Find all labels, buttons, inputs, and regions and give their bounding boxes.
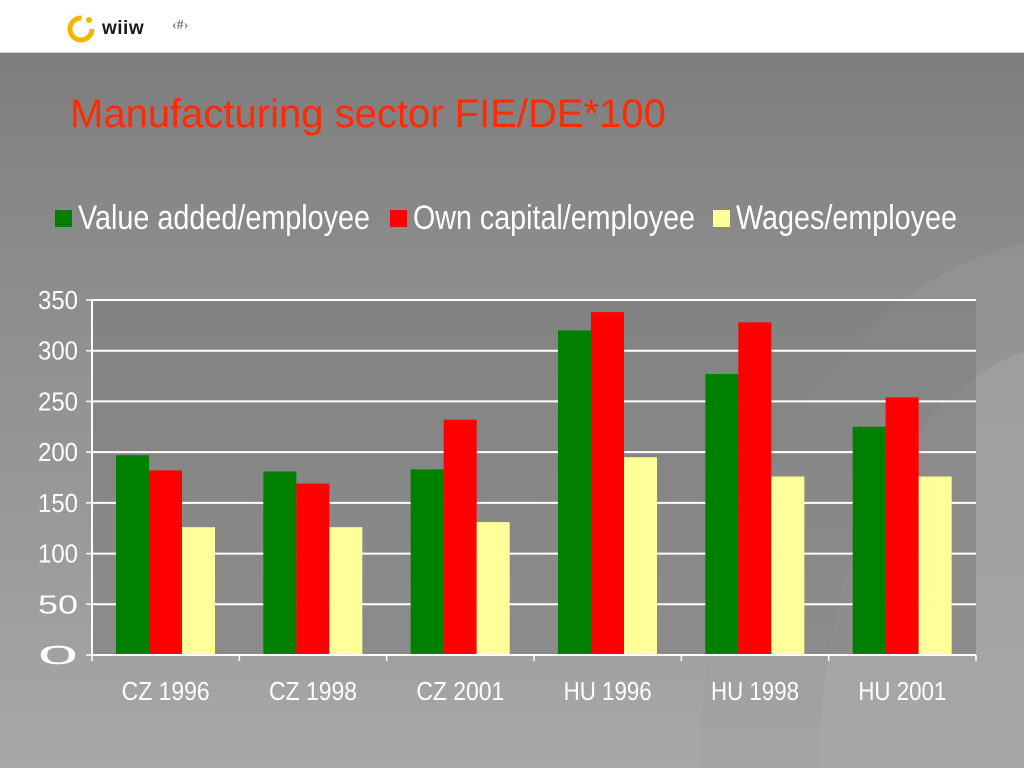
bar-own-capital-employee-hu-1996 — [591, 312, 624, 655]
bar-wages-employee-cz-1998 — [329, 527, 363, 655]
chart-legend: Value added/employee Own capital/employee… — [55, 199, 957, 237]
y-tick-label: 50 — [38, 589, 78, 619]
header-bar: wiiw ‹#› — [0, 0, 1024, 53]
slide-title: Manufacturing sector FIE/DE*100 — [70, 92, 666, 136]
y-tick-label: 300 — [38, 336, 78, 366]
plot-area — [92, 300, 976, 655]
legend-swatch — [55, 210, 72, 227]
bar-own-capital-employee-cz-1998 — [296, 483, 330, 655]
bar-value-added-employee-hu-1998 — [705, 374, 739, 655]
x-tick-label: HU 1998 — [711, 676, 799, 706]
bar-value-added-employee-cz-1996 — [116, 455, 149, 655]
legend-label: Value added/employee — [78, 199, 370, 237]
legend-item: Own capital/employee — [390, 199, 695, 237]
y-tick-label: 350 — [38, 285, 78, 315]
chart-axes — [86, 299, 977, 661]
legend-swatch — [713, 210, 730, 227]
bar-value-added-employee-cz-1998 — [263, 471, 297, 655]
chart-gridlines — [92, 299, 976, 655]
bar-value-added-employee-hu-1996 — [558, 330, 591, 655]
legend-item: Wages/employee — [713, 199, 957, 237]
x-tick-label: CZ 1996 — [122, 676, 210, 706]
legend-swatch — [390, 210, 407, 227]
y-tick-label: 200 — [38, 437, 78, 467]
bar-wages-employee-hu-2001 — [918, 476, 952, 655]
bar-own-capital-employee-hu-2001 — [885, 397, 919, 655]
y-axis-labels: 0 50 100 150 200 250 300 350 — [38, 285, 78, 670]
y-tick-label: 150 — [38, 488, 78, 518]
x-tick-label: CZ 2001 — [416, 676, 504, 706]
wiiw-logo: wiiw — [66, 14, 166, 44]
legend-item: Value added/employee — [55, 199, 370, 237]
legend-label: Wages/employee — [736, 199, 957, 237]
bar-own-capital-employee-cz-1996 — [149, 470, 182, 655]
x-tick-label: CZ 1998 — [269, 676, 357, 706]
x-tick-label: HU 2001 — [858, 676, 946, 706]
x-tick-label: HU 1996 — [564, 676, 652, 706]
y-tick-label: 0 — [38, 640, 78, 670]
chart-bars — [116, 312, 952, 655]
bar-own-capital-employee-cz-2001 — [443, 419, 477, 655]
bar-wages-employee-hu-1998 — [771, 476, 805, 655]
bar-value-added-employee-hu-2001 — [852, 426, 886, 655]
y-tick-label: 100 — [38, 539, 78, 569]
logo-text: wiiw — [102, 18, 145, 39]
x-axis-labels: CZ 1996 CZ 1998 CZ 2001 HU 1996 HU 1998 HU 20… — [122, 676, 947, 706]
bar-value-added-employee-cz-2001 — [410, 469, 444, 655]
bar-wages-employee-cz-1996 — [182, 527, 215, 655]
y-tick-label: 250 — [38, 386, 78, 416]
wiiw-logo-icon — [67, 15, 95, 43]
legend-label: Own capital/employee — [413, 199, 695, 237]
bar-wages-employee-hu-1996 — [624, 457, 657, 655]
bar-wages-employee-cz-2001 — [476, 522, 510, 655]
bar-own-capital-employee-hu-1998 — [738, 322, 772, 655]
page-number: ‹#› — [172, 18, 189, 33]
